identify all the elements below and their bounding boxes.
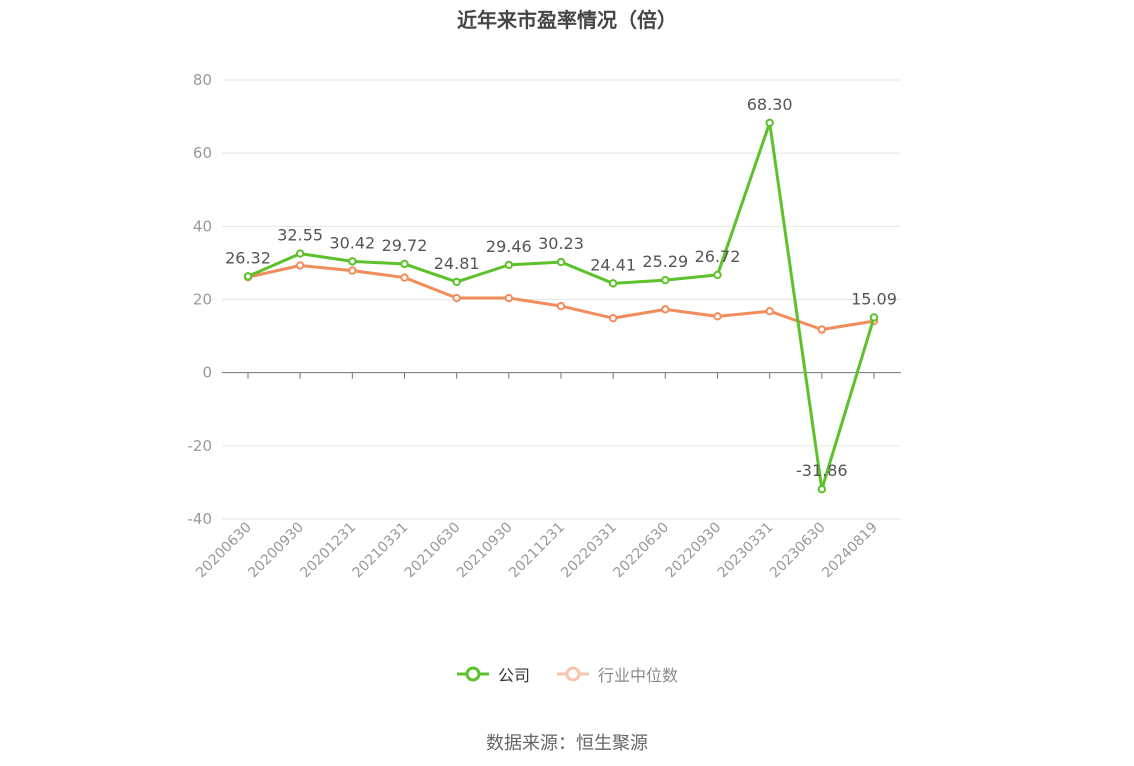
- legend-label-industry: 行业中位数: [598, 666, 679, 685]
- x-tick-label: 20200930: [245, 520, 307, 582]
- data-label: 30.42: [329, 233, 375, 252]
- data-point-industry: [661, 305, 670, 314]
- x-tick-label: 20201231: [297, 520, 359, 582]
- data-point-industry: [400, 273, 409, 282]
- data-point-company: [556, 257, 566, 267]
- legend-marker-company: [456, 666, 489, 682]
- x-tick-label: 20200630: [193, 520, 255, 582]
- chart-title: 近年来市盈率情况（倍）: [457, 8, 677, 32]
- data-point-company: [348, 257, 357, 266]
- x-tick-label: 20211231: [506, 520, 568, 582]
- data-point-industry: [765, 307, 774, 316]
- x-tick-label: 20240819: [819, 520, 881, 582]
- data-label: 29.46: [486, 237, 532, 256]
- legend: 公司 行业中位数: [0, 662, 1134, 686]
- data-point-company: [661, 275, 670, 285]
- data-point-company: [504, 260, 514, 270]
- y-tick-label: -20: [188, 437, 213, 455]
- legend-item-company[interactable]: 公司: [456, 662, 530, 686]
- data-point-industry: [452, 293, 461, 303]
- x-tick-label: 20210930: [454, 520, 516, 582]
- data-label: 30.23: [538, 234, 584, 253]
- data-label: 68.30: [747, 95, 793, 114]
- data-label: 24.81: [434, 254, 480, 273]
- legend-marker-industry: [557, 666, 589, 682]
- data-label: 25.29: [642, 252, 688, 271]
- data-label: -31.86: [796, 461, 848, 480]
- y-tick-label: 40: [193, 217, 212, 235]
- data-label: 24.41: [590, 255, 636, 274]
- y-tick-label: 0: [202, 364, 212, 382]
- data-point-industry: [608, 313, 618, 323]
- data-point-industry: [817, 325, 827, 334]
- data-point-company: [713, 270, 722, 280]
- data-point-industry: [504, 293, 514, 303]
- series-line-industry: [247, 263, 875, 331]
- y-tick-label: 60: [193, 144, 212, 162]
- data-label: 29.72: [382, 236, 428, 255]
- data-point-company: [295, 249, 305, 258]
- x-tick-label: 20220930: [663, 520, 725, 582]
- data-point-company: [243, 272, 253, 281]
- data-point-company: [400, 259, 409, 269]
- data-source: 数据来源：恒生聚源: [486, 733, 648, 754]
- data-point-industry: [713, 312, 722, 321]
- x-tick-label: 20230630: [767, 520, 829, 582]
- data-point-industry: [348, 266, 357, 275]
- data-point-company: [817, 485, 827, 494]
- y-tick-label: 20: [193, 291, 212, 309]
- data-label: 15.09: [851, 289, 897, 308]
- y-tick-label: -40: [188, 510, 213, 528]
- data-point-company: [765, 118, 774, 128]
- data-label: 26.32: [225, 248, 271, 267]
- x-tick-label: 20230331: [715, 520, 777, 582]
- x-tick-label: 20220331: [558, 520, 620, 582]
- data-label: 32.55: [277, 226, 323, 245]
- y-tick-label: 80: [193, 71, 212, 89]
- legend-label-company: 公司: [497, 666, 530, 685]
- legend-item-industry[interactable]: 行业中位数: [556, 662, 678, 686]
- data-label: 26.72: [695, 247, 741, 266]
- data-point-company: [869, 313, 879, 322]
- x-tick-label: 20210331: [350, 520, 412, 582]
- x-tick-label: 20210630: [402, 520, 464, 582]
- data-point-company: [452, 277, 461, 287]
- x-tick-label: 20220630: [610, 520, 672, 582]
- data-point-company: [608, 279, 618, 288]
- data-point-industry: [295, 261, 305, 270]
- data-point-industry: [556, 301, 566, 311]
